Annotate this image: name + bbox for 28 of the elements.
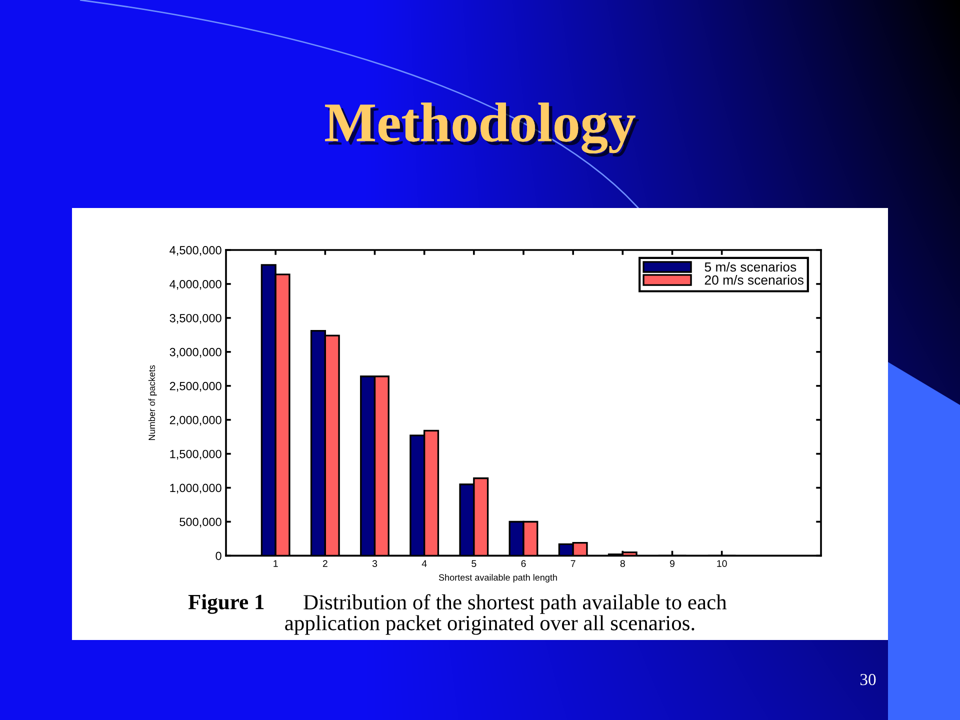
chart-title: Methodology: [325, 102, 639, 157]
y-tick-label: 2,500,000: [170, 382, 222, 392]
legend-label: 20 m/s scenarios: [704, 275, 804, 285]
x-tick-label: 2: [322, 560, 328, 567]
x-tick-label: 4: [422, 560, 427, 567]
x-tick-label: 6: [521, 560, 526, 568]
x-tick-label: 1: [274, 560, 278, 567]
y-tick-label: 4,500,000: [170, 246, 222, 256]
x-tick-label: 9: [670, 560, 674, 568]
y-tick-label: 2,000,000: [170, 416, 222, 426]
y-tick-label: 0: [216, 552, 222, 560]
y-tick-label: 1,000,000: [170, 484, 222, 494]
y-axis-title: Number of packets: [148, 365, 157, 440]
y-tick-label: 3,000,000: [170, 348, 222, 358]
x-axis-title: Shortest available path length: [438, 574, 557, 582]
text: Distribution of the shortest path available to each application packet originated over all scenarios.: [285, 594, 727, 635]
x-tick-label: 7: [570, 560, 576, 567]
y-tick-label: 500,000: [180, 518, 222, 528]
x-tick-label: 5: [472, 560, 476, 568]
y-tick-label: 4,000,000: [170, 280, 222, 290]
x-tick-label: 3: [372, 560, 378, 568]
y-tick-label: 1,500,000: [170, 450, 222, 460]
x-tick-label: 10: [717, 560, 727, 568]
legend-label: 5 m/s scenarios: [704, 262, 796, 272]
y-tick-label: 3,500,000: [170, 314, 222, 324]
text: 30: [860, 674, 876, 686]
x-tick-label: 8: [620, 560, 625, 568]
caption: Figure 1: [188, 594, 264, 614]
